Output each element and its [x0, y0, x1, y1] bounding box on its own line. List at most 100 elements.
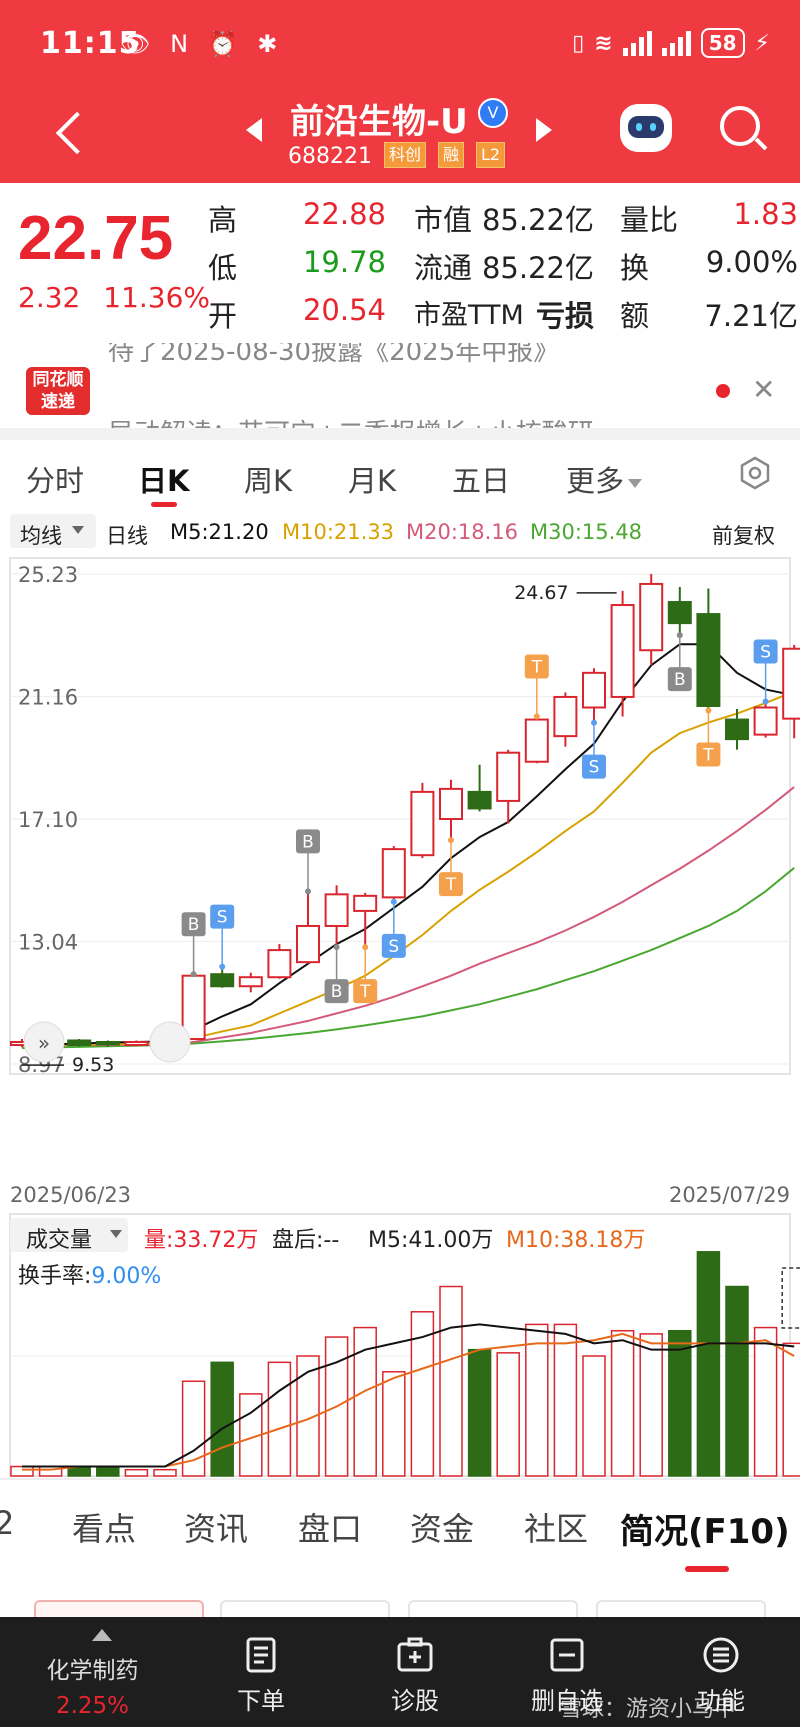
functions-button[interactable]: 功能	[646, 1617, 796, 1727]
order-button[interactable]: 下单	[186, 1617, 336, 1727]
value-high: 22.88	[302, 197, 386, 231]
card-stub[interactable]	[408, 1600, 578, 1630]
day-line-label: 日线	[106, 524, 148, 548]
tab-weekly-k[interactable]: 周K	[244, 464, 293, 498]
news-line-1[interactable]: 待了2025-08-30披露《2025年中报》	[108, 343, 560, 367]
candle-body	[553, 695, 578, 738]
y-tick-label: 17.10	[18, 808, 78, 832]
signal-badge	[524, 654, 549, 679]
change-value: 2.32	[18, 281, 81, 314]
volume-bar	[439, 1285, 463, 1477]
signal-label: T	[445, 875, 457, 895]
tab-order-book[interactable]: 盘口	[298, 1510, 363, 1548]
tab-funds[interactable]: 资金	[410, 1510, 475, 1548]
tab-five-day[interactable]: 五日	[452, 464, 511, 498]
signal-badge	[296, 829, 320, 854]
tab-f10-profile[interactable]: 简况(F10)	[620, 1512, 790, 1552]
vol-ma5-value: M5:41.00万	[368, 1228, 494, 1253]
tag-l2: L2	[476, 142, 506, 168]
chevron-down-icon	[72, 526, 84, 534]
news-line-2[interactable]: 异动解读：艾可宁+二季报增长+小核酸研	[108, 413, 594, 428]
y-tick-label: 25.23	[18, 563, 78, 587]
divider	[0, 1478, 800, 1480]
news-ticker[interactable]: 同花顺 速递 待了2025-08-30披露《2025年中报》 异动解读：艾可宁+…	[0, 343, 800, 428]
sector-button[interactable]: 化学制药 2.25%	[10, 1617, 185, 1727]
candle-body	[353, 894, 378, 912]
back-button[interactable]	[50, 108, 90, 158]
diagnose-button[interactable]: 诊股	[340, 1617, 490, 1727]
signal-badge	[439, 872, 463, 897]
signal-icon	[622, 30, 652, 56]
volume-bar	[296, 1355, 320, 1477]
signal-badge	[582, 754, 606, 779]
charging-icon: ⚡	[754, 30, 770, 56]
volume-bar	[496, 1352, 520, 1477]
stock-code: 688221	[288, 144, 372, 169]
prev-stock-icon[interactable]	[246, 118, 262, 142]
next-stock-icon[interactable]	[536, 118, 552, 142]
price-change: 2.32 11.36%	[18, 281, 210, 314]
battery-icon: 58	[700, 28, 745, 58]
tab-monthly-k[interactable]: 月K	[348, 464, 397, 498]
tab-more[interactable]: 更多	[566, 458, 643, 500]
current-price: 22.75	[18, 204, 174, 273]
functions-label: 功能	[697, 1687, 745, 1715]
ma20-value: M20:18.16	[406, 520, 519, 544]
value-float-cap: 85.22亿	[481, 251, 594, 285]
vibrate-icon: ▯	[572, 30, 585, 56]
after-hours-value: 盘后:--	[272, 1228, 340, 1253]
signal-badge	[210, 904, 235, 929]
volume-chart[interactable]	[0, 1212, 800, 1478]
volume-value: 量:33.72万	[144, 1228, 259, 1253]
volume-selector[interactable]	[10, 1218, 128, 1252]
card-stub[interactable]	[220, 1600, 390, 1630]
status-right-icons: ▯ ≋ 58 ⚡	[572, 28, 770, 58]
signal-dot	[305, 888, 311, 895]
value-open: 20.54	[302, 293, 386, 327]
value-volume-ratio: 1.83	[733, 197, 798, 231]
tab-daily-k[interactable]: 日K	[138, 464, 190, 498]
volume-bar	[610, 1329, 635, 1477]
fullscreen-icon	[149, 1021, 191, 1063]
tag-margin: 融	[438, 142, 465, 168]
candle-body	[381, 848, 406, 899]
tab-highlights[interactable]: 看点	[72, 1510, 137, 1548]
diagnose-label: 诊股	[391, 1687, 439, 1715]
ma-selector-label[interactable]: 均线	[20, 524, 62, 548]
ma30-value: M30:15.48	[530, 520, 643, 544]
volume-bar	[782, 1342, 800, 1477]
robot-assistant-icon[interactable]	[620, 104, 672, 152]
candlestick-chart[interactable]: BSBBTSTTSBTS25.2321.1617.1013.048.9724.6…	[0, 552, 800, 1212]
status-notification-icons: 👁 N ⏰ ✱	[120, 30, 284, 58]
turnover-rate-value: 9.00%	[91, 1264, 162, 1289]
label-open: 开	[208, 299, 238, 333]
volume-bar	[668, 1329, 692, 1477]
tab-intraday[interactable]: 分时	[26, 464, 85, 498]
cards-row	[0, 1572, 800, 1630]
adjust-selector[interactable]: 前复权	[712, 524, 775, 548]
search-icon[interactable]	[720, 106, 760, 146]
candle-body	[410, 790, 435, 857]
news-logo-line1: 同花顺	[32, 370, 84, 390]
volume-selector-label[interactable]: 成交量	[26, 1228, 93, 1253]
signal-dot	[190, 971, 197, 978]
y-tick-label: 21.16	[18, 686, 78, 710]
low-marker-label: 9.53	[72, 1054, 114, 1076]
remove-watchlist-button[interactable]: 删自选	[492, 1617, 642, 1727]
news-unread-dot	[716, 384, 730, 398]
card-stub[interactable]	[596, 1600, 766, 1630]
tab-partial[interactable]: 2	[0, 1504, 15, 1542]
candle-body	[496, 751, 521, 802]
volume-bar	[181, 1380, 206, 1477]
period-tabs: 分时 日K 周K 月K 五日 更多	[0, 440, 800, 510]
label-amount: 额	[620, 299, 650, 333]
close-icon[interactable]: ✕	[752, 373, 776, 406]
signal-badge	[667, 667, 692, 692]
signal-label: B	[302, 832, 314, 852]
settings-hex-icon[interactable]	[738, 456, 772, 490]
nav-row: 前沿生物-U V 688221 科创 融 L2	[0, 90, 800, 183]
signal-label: S	[388, 937, 399, 957]
tab-news[interactable]: 资讯	[184, 1510, 249, 1548]
chevron-down-icon	[110, 1230, 122, 1238]
tab-community[interactable]: 社区	[524, 1510, 589, 1548]
